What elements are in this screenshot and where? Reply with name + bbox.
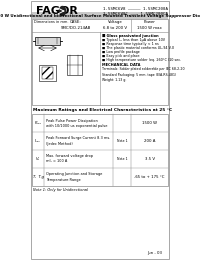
Text: Dimensions in mm.: Dimensions in mm.	[34, 20, 68, 24]
Text: Voltage
6.8 to 200 V: Voltage 6.8 to 200 V	[103, 20, 127, 29]
Text: ■ The plastic material conforms UL-94 V-0: ■ The plastic material conforms UL-94 V-…	[102, 46, 174, 50]
Text: Pₚₚₖ: Pₚₚₖ	[35, 121, 42, 125]
Bar	[35, 37, 60, 45]
Text: FAGOR: FAGOR	[36, 6, 78, 16]
Bar	[32, 12, 168, 19]
Text: with 10/1000 us exponential pulse: with 10/1000 us exponential pulse	[46, 124, 107, 127]
Text: 1500 W Unidirectional and bidirectional Surface Mounted Transient Voltage Suppre: 1500 W Unidirectional and bidirectional …	[0, 14, 200, 17]
Text: Peak Pulse Power Dissipation: Peak Pulse Power Dissipation	[46, 119, 98, 122]
Text: Maximum Ratings and Electrical Characteristics at 25 °C: Maximum Ratings and Electrical Character…	[33, 108, 173, 112]
Text: mIₙ = 100 A: mIₙ = 100 A	[46, 159, 67, 164]
Bar	[32, 114, 168, 186]
Text: -65 to + 175 °C: -65 to + 175 °C	[134, 175, 165, 179]
Bar	[32, 19, 168, 105]
Text: CASE:
SMC/DO-214AB: CASE: SMC/DO-214AB	[61, 20, 91, 29]
Text: Terminals: Solder plated solderable per IEC 68-2-20
Standard Packaging: 5 mm. ta: Terminals: Solder plated solderable per …	[102, 67, 185, 82]
Text: Note 1: Only for Unidirectional: Note 1: Only for Unidirectional	[33, 188, 88, 192]
Text: Operating Junction and Storage: Operating Junction and Storage	[46, 172, 102, 177]
Text: 1.5SMC6V8 ————— 1.5SMC200A: 1.5SMC6V8 ————— 1.5SMC200A	[103, 7, 168, 11]
Bar	[67, 55, 82, 75]
Text: ■ Typical Iₜₜ less than 1μA above 10V: ■ Typical Iₜₜ less than 1μA above 10V	[102, 38, 165, 42]
Text: ■ Glass passivated junction: ■ Glass passivated junction	[102, 34, 159, 38]
Text: ■ Response time typically < 1 ns: ■ Response time typically < 1 ns	[102, 42, 159, 46]
Text: Vₙ: Vₙ	[36, 157, 40, 161]
Text: 200 A: 200 A	[144, 139, 155, 143]
Text: Max. forward voltage drop: Max. forward voltage drop	[46, 154, 93, 159]
Bar	[42, 67, 53, 79]
Text: Note 1: Note 1	[117, 157, 127, 161]
Text: (Jedec Method): (Jedec Method)	[46, 141, 73, 146]
Text: Iₚₚₖ: Iₚₚₖ	[35, 139, 41, 143]
Text: 1.5SMC6V8C ——— 1.5SMC200CA: 1.5SMC6V8C ——— 1.5SMC200CA	[103, 12, 168, 16]
Text: 3.5 V: 3.5 V	[145, 157, 155, 161]
Text: Power
1500 W max: Power 1500 W max	[137, 20, 162, 29]
Text: Jun - 03: Jun - 03	[148, 251, 163, 255]
Text: Note 1: Note 1	[117, 139, 127, 143]
Text: ■ Low profile package: ■ Low profile package	[102, 50, 140, 54]
Text: Peak Forward Surge Current 8.3 ms.: Peak Forward Surge Current 8.3 ms.	[46, 136, 110, 140]
Circle shape	[59, 6, 66, 16]
Text: MECHANICAL DATA: MECHANICAL DATA	[102, 63, 140, 67]
Text: ■ Easy pick and place: ■ Easy pick and place	[102, 54, 140, 58]
Text: 1500 W: 1500 W	[142, 121, 157, 125]
Text: Tⱼ  Tⱼg: Tⱼ Tⱼg	[33, 175, 44, 179]
Bar	[39, 65, 56, 81]
Text: Temperature Range: Temperature Range	[46, 178, 80, 181]
Text: ■ High temperature solder (eq. 260°C /10 sec.: ■ High temperature solder (eq. 260°C /10…	[102, 58, 181, 62]
